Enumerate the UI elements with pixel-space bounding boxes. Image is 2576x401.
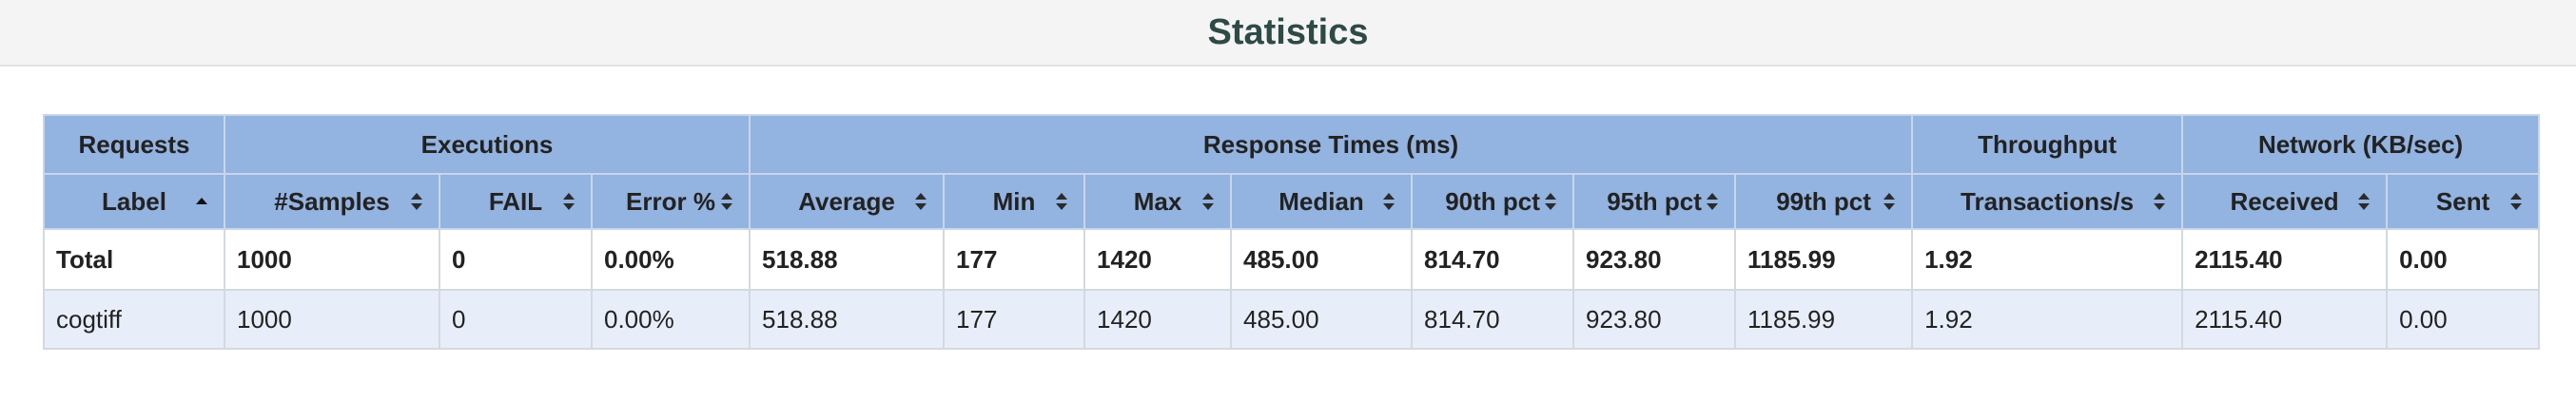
column-header[interactable]: 99th pct xyxy=(1734,173,1914,230)
sort-both-icon xyxy=(2153,190,2166,213)
sort-both-icon xyxy=(1706,190,1719,213)
column-header-label: Label xyxy=(102,186,166,216)
sort-ascending-icon xyxy=(195,190,208,213)
table-cell: 177 xyxy=(943,228,1086,291)
table-row-total: Total 1000 0 0.00% 518.88 177 1420 485.00 814.70… xyxy=(43,228,2541,291)
table-cell: 0.00% xyxy=(590,228,751,291)
table-cell: 485.00 xyxy=(1230,228,1414,291)
table-cell: 0 xyxy=(439,289,593,350)
column-header-label: #Samples xyxy=(274,186,390,216)
sort-both-icon xyxy=(1055,190,1068,213)
table-cell: 923.80 xyxy=(1572,228,1737,291)
column-header-label: Min xyxy=(992,186,1036,216)
table-cell: Total xyxy=(43,228,225,291)
page-title: Statistics xyxy=(1207,11,1369,52)
table-cell: 814.70 xyxy=(1411,228,1575,291)
table-cell: 1185.99 xyxy=(1734,289,1914,350)
column-header[interactable]: Average xyxy=(749,173,946,230)
column-header[interactable]: FAIL xyxy=(439,173,593,230)
sort-both-icon xyxy=(914,190,927,213)
column-header[interactable]: Label xyxy=(43,173,225,230)
sort-both-icon xyxy=(2509,190,2523,213)
column-header[interactable]: 95th pct xyxy=(1572,173,1737,230)
column-header-label: Transactions/s xyxy=(1961,186,2135,216)
column-header-label: 95th pct xyxy=(1607,186,1702,216)
table-cell: 1000 xyxy=(224,228,440,291)
table-cell: 1.92 xyxy=(1911,228,2184,291)
column-header[interactable]: Transactions/s xyxy=(1911,173,2184,230)
column-header-row: Label #Samples FAIL Error % Average Min Max Med… xyxy=(43,173,2541,230)
column-header[interactable]: Error % xyxy=(590,173,751,230)
table-cell: 0.00 xyxy=(2386,289,2541,350)
column-group-header: Response Times (ms) xyxy=(749,114,1914,175)
table-cell: 2115.40 xyxy=(2181,289,2389,350)
table-body: Total 1000 0 0.00% 518.88 177 1420 485.00 814.70… xyxy=(43,228,2541,350)
column-header-label: Median xyxy=(1278,186,1364,216)
table-cell: 1185.99 xyxy=(1734,228,1914,291)
table-cell: cogtiff xyxy=(43,289,225,350)
table-cell: 0 xyxy=(439,228,593,291)
column-header-label: Average xyxy=(798,186,895,216)
sort-both-icon xyxy=(410,190,423,213)
column-header-label: Sent xyxy=(2435,186,2490,216)
table-row: cogtiff 1000 0 0.00% 518.88 177 1420 485.00 814.… xyxy=(43,289,2541,350)
table-cell: 1420 xyxy=(1083,289,1233,350)
column-group-header: Executions xyxy=(223,114,751,175)
table-cell: 1.92 xyxy=(1911,289,2184,350)
sort-both-icon xyxy=(2357,190,2371,213)
column-group-header: Requests xyxy=(43,114,225,175)
column-header[interactable]: Median xyxy=(1230,173,1414,230)
column-header-label: FAIL xyxy=(488,186,543,216)
table-cell: 485.00 xyxy=(1230,289,1414,350)
table-cell: 518.88 xyxy=(749,228,946,291)
column-header-label: 99th pct xyxy=(1776,186,1871,216)
column-header-label: Max xyxy=(1133,186,1182,216)
statistics-table: Requests Executions Response Times (ms) Thr… xyxy=(43,114,2541,350)
sort-both-icon xyxy=(720,190,733,213)
table-cell: 1000 xyxy=(224,289,440,350)
column-group-row: Requests Executions Response Times (ms) Thr… xyxy=(43,114,2541,175)
column-header[interactable]: Received xyxy=(2181,173,2389,230)
table-cell: 518.88 xyxy=(749,289,946,350)
sort-both-icon xyxy=(562,190,576,213)
table-cell: 0.00 xyxy=(2386,228,2541,291)
column-header[interactable]: #Samples xyxy=(224,173,440,230)
column-header-label: Received xyxy=(2230,186,2339,216)
column-header[interactable]: 90th pct xyxy=(1411,173,1575,230)
column-header-label: Error % xyxy=(626,186,715,216)
column-group-header: Throughput xyxy=(1911,114,2184,175)
table-cell: 923.80 xyxy=(1572,289,1737,350)
sort-both-icon xyxy=(1382,190,1395,213)
column-header[interactable]: Max xyxy=(1083,173,1233,230)
table-cell: 177 xyxy=(943,289,1086,350)
column-group-header: Network (KB/sec) xyxy=(2181,114,2541,175)
table-cell: 1420 xyxy=(1083,228,1233,291)
sort-both-icon xyxy=(1544,190,1557,213)
statistics-table-container: Requests Executions Response Times (ms) Thr… xyxy=(43,114,2541,350)
column-header[interactable]: Sent xyxy=(2386,173,2541,230)
sort-both-icon xyxy=(1883,190,1896,213)
table-cell: 814.70 xyxy=(1411,289,1575,350)
table-cell: 2115.40 xyxy=(2181,228,2389,291)
column-header[interactable]: Min xyxy=(943,173,1086,230)
page-header: Statistics xyxy=(0,0,2576,67)
column-header-label: 90th pct xyxy=(1445,186,1540,216)
table-cell: 0.00% xyxy=(590,289,751,350)
sort-both-icon xyxy=(1201,190,1215,213)
